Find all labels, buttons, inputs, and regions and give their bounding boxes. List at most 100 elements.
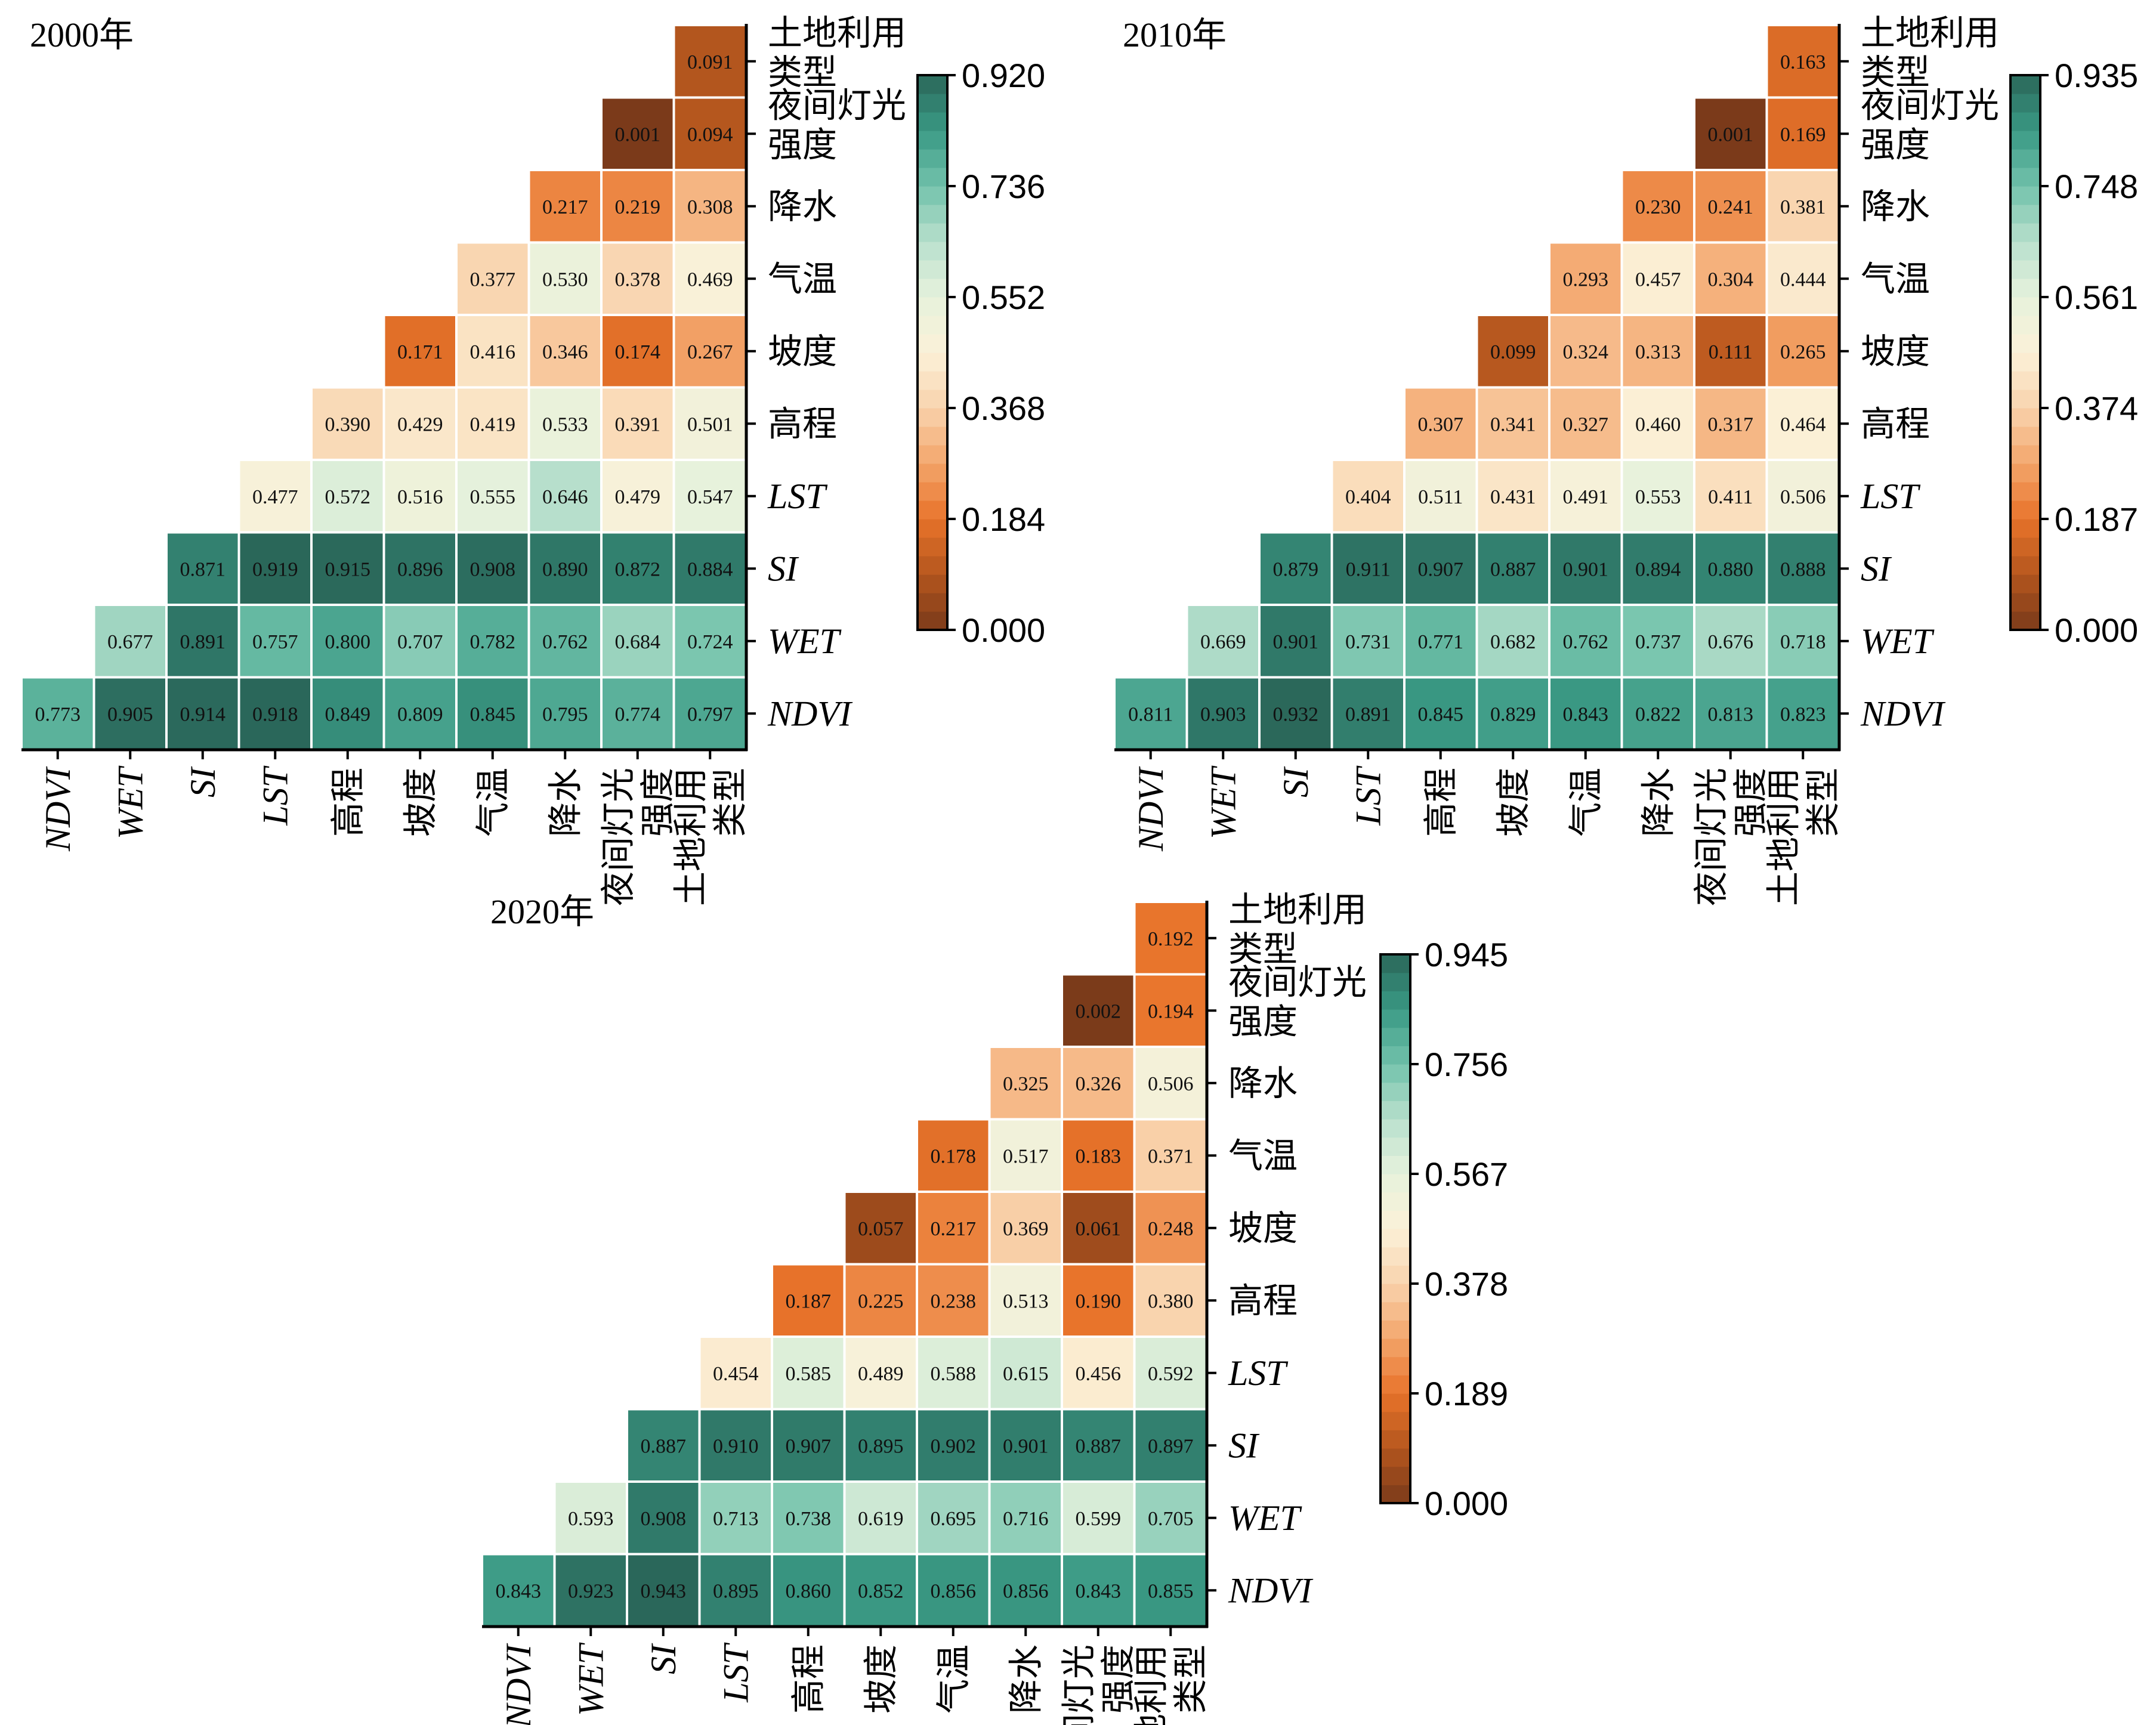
colorbar-segment [2010, 556, 2040, 575]
colorbar-segment [2010, 260, 2040, 279]
y-tick-label: 高程 [1861, 403, 1930, 444]
cell-value: 0.429 [397, 413, 443, 435]
heatmap-cell [1330, 459, 1406, 534]
colorbar-segment [1380, 1119, 1410, 1138]
cell-value: 0.845 [470, 703, 516, 725]
heatmap-cell [1185, 604, 1261, 679]
heatmap-cell [988, 1191, 1063, 1266]
y-tick-label: WET [1228, 1498, 1302, 1538]
heatmap-cell [481, 1553, 556, 1628]
colorbar-segment [918, 205, 947, 224]
y-tick-label: 气温 [768, 258, 837, 299]
cell-value: 0.511 [1418, 486, 1463, 508]
y-tick-label: 降水 [1861, 186, 1930, 227]
cell-value: 0.896 [397, 558, 443, 580]
heatmap-cell [1620, 386, 1695, 461]
cell-value: 0.346 [542, 341, 588, 363]
x-tick-label: 夜间灯光 [1058, 1644, 1099, 1725]
heatmap-cell [1620, 604, 1695, 679]
colorbar-segment [918, 371, 947, 390]
heatmap-cell [1403, 604, 1478, 679]
cell-value: 0.404 [1345, 486, 1391, 508]
cell-value: 0.585 [786, 1363, 832, 1385]
cell-value: 0.894 [1635, 558, 1681, 580]
heatmap-cell [672, 676, 748, 751]
cell-value: 0.456 [1076, 1363, 1122, 1385]
cell-value: 0.001 [1708, 123, 1754, 146]
cell-value: 0.390 [325, 413, 371, 435]
colorbar-segment [918, 426, 947, 446]
cell-value: 0.369 [1003, 1218, 1049, 1240]
colorbar-segment [1380, 1027, 1410, 1046]
x-tick-label: 降水 [1638, 768, 1678, 837]
cell-value: 0.327 [1563, 413, 1609, 435]
heatmap-cell [988, 1480, 1063, 1556]
y-tick-label: 土地利用 [1861, 13, 1999, 53]
cell-value: 0.669 [1200, 631, 1246, 653]
colorbar-segment [1380, 1338, 1410, 1358]
cell-value: 0.887 [1076, 1435, 1122, 1457]
cell-value: 0.094 [687, 123, 733, 146]
cell-value: 0.588 [931, 1363, 977, 1385]
y-tick-label: WET [768, 622, 842, 661]
cell-value: 0.809 [397, 703, 443, 725]
cell-value: 0.491 [1563, 486, 1609, 508]
colorbar-tick-label: 0.552 [962, 279, 1045, 316]
colorbar-tick-label: 0.756 [1425, 1046, 1508, 1083]
heatmap-cell [527, 604, 603, 679]
colorbar-segment [1380, 954, 1410, 973]
colorbar-segment [2010, 131, 2040, 150]
colorbar-segment [2010, 445, 2040, 464]
heatmap-cell [626, 1408, 701, 1483]
heatmap-cell [916, 1408, 991, 1483]
heatmap-cell [672, 241, 748, 316]
colorbar-segment [2010, 519, 2040, 538]
y-tick-label: SI [1861, 549, 1892, 588]
colorbar-segment [1380, 1137, 1410, 1156]
heatmap-cell [1620, 531, 1695, 606]
colorbar-segment [2010, 593, 2040, 612]
colorbar-segment [1380, 1046, 1410, 1065]
colorbar-tick-label: 0.000 [2055, 611, 2138, 649]
cell-value: 0.553 [1635, 486, 1681, 508]
cell-value: 0.895 [858, 1435, 904, 1457]
x-tick-label: SI [1276, 766, 1315, 797]
heatmap-cell [1765, 386, 1840, 461]
cell-value: 0.902 [931, 1435, 977, 1457]
x-tick-label: 高程 [788, 1644, 829, 1714]
colorbar-segment [918, 75, 947, 94]
colorbar-segment [1380, 1265, 1410, 1284]
cell-value: 0.230 [1635, 196, 1681, 218]
colorbar-segment [2010, 389, 2040, 409]
x-tick-label: 土地利用 [670, 768, 711, 906]
y-tick-label: 夜间灯光 [1861, 85, 1999, 125]
colorbar-segment [1380, 1284, 1410, 1303]
heatmap-cell [843, 1263, 918, 1338]
colorbar-tick-label: 0.748 [2055, 168, 2138, 205]
y-tick-label: NDVI [1228, 1571, 1314, 1610]
cell-value: 0.910 [713, 1435, 759, 1457]
cell-value: 0.845 [1418, 703, 1464, 725]
colorbar-segment [918, 593, 947, 612]
x-tick-label: WET [571, 1642, 610, 1716]
colorbar-segment [1380, 1320, 1410, 1339]
colorbar-segment [918, 149, 947, 168]
cell-value: 0.174 [615, 341, 661, 363]
colorbar-segment [918, 131, 947, 150]
colorbar-segment [2010, 611, 2040, 630]
heatmap-cell [600, 96, 675, 171]
y-tick-label: 气温 [1861, 258, 1930, 299]
cell-value: 0.460 [1635, 413, 1681, 435]
y-tick-label: 强度 [1228, 1001, 1298, 1041]
cell-value: 0.707 [397, 631, 443, 653]
colorbar-segment [2010, 463, 2040, 483]
cell-value: 0.304 [1708, 268, 1754, 290]
heatmap-cell [92, 676, 168, 751]
colorbar-tick-label: 0.561 [2055, 279, 2138, 316]
cell-value: 0.908 [470, 558, 516, 580]
colorbar-segment [1380, 1174, 1410, 1193]
x-tick-label: 土地利用 [1130, 1644, 1171, 1725]
cell-value: 0.178 [931, 1145, 977, 1167]
cell-value: 0.771 [1418, 631, 1464, 653]
colorbar-segment [1380, 1229, 1410, 1248]
